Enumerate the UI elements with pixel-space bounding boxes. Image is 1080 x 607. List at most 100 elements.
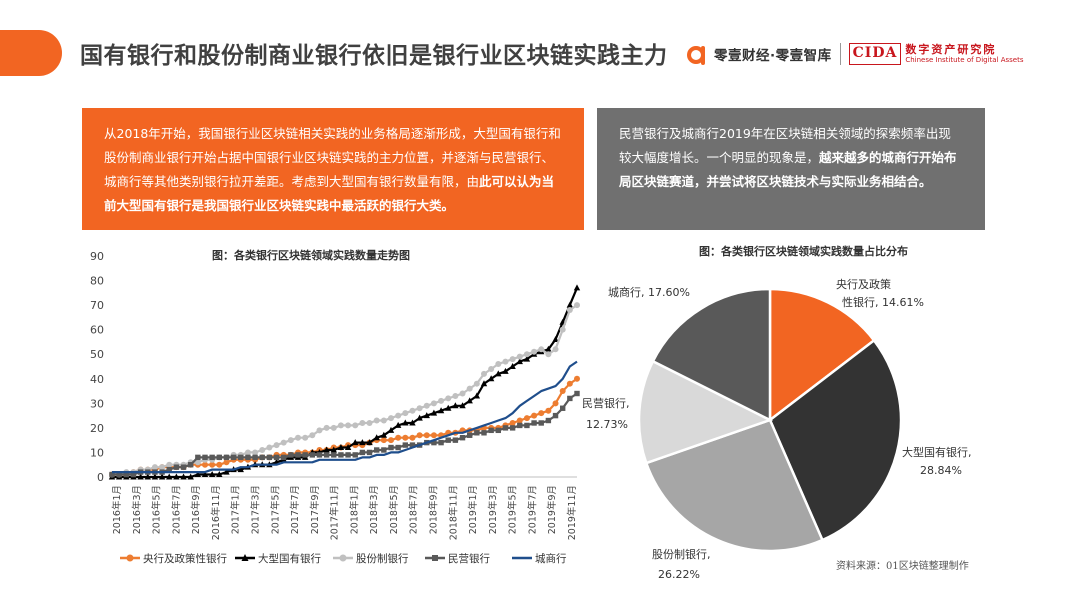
data-point — [531, 348, 538, 355]
data-point — [517, 422, 523, 429]
source-note: 资料来源：01区块链整理制作 — [836, 561, 969, 572]
data-point — [423, 432, 430, 439]
data-point — [380, 417, 387, 424]
pie-label: 央行及政策性银行, 14.61% — [836, 277, 924, 309]
accent-tab — [0, 30, 62, 76]
data-point — [159, 464, 166, 471]
data-point — [366, 419, 373, 426]
legend-label: 民营银行 — [448, 552, 490, 565]
x-tick-label: 2016年9月 — [190, 485, 202, 534]
svg-text:28.84%: 28.84% — [920, 464, 962, 477]
data-point — [516, 417, 523, 424]
cida-name-cn: 数字资产研究院 — [905, 42, 997, 56]
x-tick-label: 2019年5月 — [507, 485, 519, 534]
data-point — [338, 452, 344, 458]
data-point — [187, 473, 194, 480]
pie-slice-民营银行 — [637, 359, 774, 465]
y-tick-label: 0 — [97, 471, 104, 484]
data-point — [216, 461, 223, 468]
data-point — [216, 471, 223, 478]
data-point — [524, 422, 530, 429]
data-point — [516, 353, 523, 360]
data-point — [430, 400, 437, 407]
data-point — [316, 452, 323, 458]
data-point — [309, 452, 316, 458]
right-summary-bold: 越来越多的城商行开始布局区块链赛道，并尝试将区块链技术与实际业务相结合。 — [619, 150, 957, 189]
x-tick-label: 2018年5月 — [388, 485, 400, 534]
data-point — [252, 454, 258, 461]
data-point — [280, 454, 287, 461]
brand-divider — [839, 43, 841, 65]
data-point — [180, 464, 187, 470]
data-point — [380, 431, 388, 438]
pie-slice-央行及政策性银行 — [768, 287, 876, 423]
data-point — [194, 459, 201, 466]
svg-text:股份制银行,: 股份制银行, — [652, 547, 711, 561]
data-point — [523, 355, 531, 362]
data-point — [388, 444, 394, 451]
series-line — [112, 360, 578, 474]
data-point — [394, 421, 402, 428]
line-chart-title: 图：各类银行区块链领域实践数量走势图 — [212, 249, 410, 262]
data-point — [295, 434, 301, 441]
data-point — [452, 402, 459, 409]
data-point — [373, 417, 380, 424]
pie-slice-大型国有银行 — [768, 338, 903, 542]
data-point — [423, 412, 430, 419]
data-point — [438, 397, 445, 404]
data-point — [273, 454, 280, 461]
data-point — [545, 407, 552, 414]
data-point — [473, 380, 480, 387]
pie-slice-城商行 — [651, 287, 772, 423]
data-point — [552, 346, 559, 353]
data-point — [130, 471, 137, 478]
data-point — [359, 449, 366, 456]
data-point — [409, 419, 416, 426]
data-point — [245, 454, 251, 461]
x-tick-label: 2019年9月 — [546, 485, 558, 534]
data-point — [495, 427, 502, 434]
data-point — [345, 452, 351, 458]
data-point — [373, 434, 380, 441]
data-point — [230, 454, 237, 461]
data-point — [330, 424, 337, 431]
pie-chart: 央行及政策性银行, 14.61% 大型国有银行, 28.84% 股份制银行, 26.22… — [582, 277, 972, 580]
data-point — [352, 422, 359, 429]
data-point — [209, 454, 215, 461]
x-tick-label: 2016年1月 — [111, 485, 123, 534]
y-tick-label: 80 — [90, 275, 104, 288]
data-point — [466, 397, 473, 404]
data-point — [209, 461, 216, 468]
data-point — [337, 422, 344, 429]
data-point — [223, 454, 230, 461]
data-point — [452, 392, 459, 399]
data-point — [509, 356, 516, 363]
series-股份制银行 — [109, 302, 580, 478]
y-tick-label: 30 — [90, 397, 104, 410]
x-tick-label: 2019年3月 — [487, 485, 499, 534]
data-point — [509, 363, 516, 369]
data-point — [238, 454, 244, 461]
data-point — [395, 434, 402, 441]
data-point — [123, 471, 130, 478]
y-tick-label: 10 — [90, 446, 104, 459]
data-point — [416, 432, 423, 439]
data-point — [359, 439, 366, 446]
data-point — [323, 452, 330, 458]
data-point — [438, 439, 444, 446]
data-point — [359, 419, 366, 426]
data-point — [223, 459, 230, 466]
cida-abbr: CIDA — [848, 43, 902, 65]
data-point — [173, 464, 180, 470]
data-point — [402, 419, 409, 426]
data-point — [388, 415, 394, 422]
data-point — [237, 466, 244, 473]
data-point — [566, 307, 573, 314]
data-point — [459, 390, 466, 397]
data-point — [523, 415, 530, 422]
data-point — [559, 405, 566, 411]
data-point — [302, 452, 308, 458]
page-title: 国有银行和股份制商业银行依旧是银行业区块链实践主力 — [80, 43, 668, 69]
y-tick-label: 90 — [90, 250, 104, 263]
data-point — [545, 351, 552, 358]
